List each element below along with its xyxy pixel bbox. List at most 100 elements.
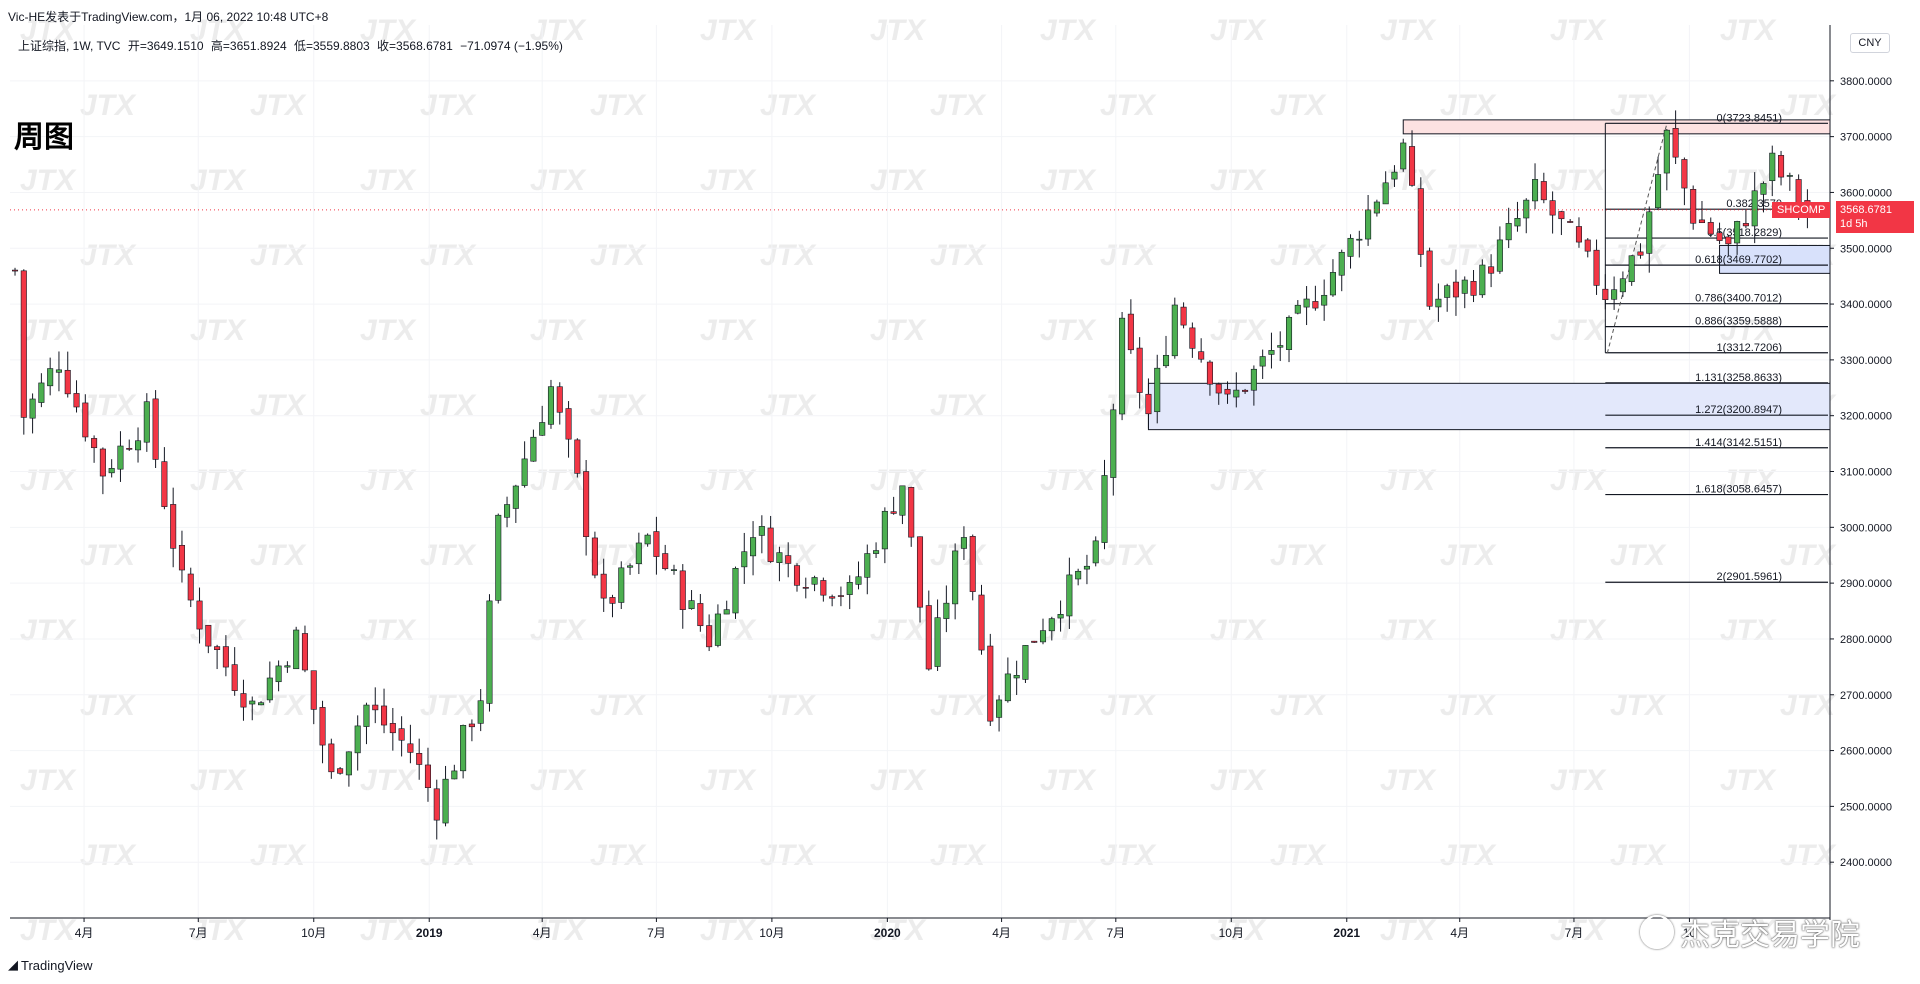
candle bbox=[820, 577, 827, 602]
currency-button[interactable]: CNY bbox=[1850, 33, 1890, 53]
candle bbox=[600, 558, 607, 612]
last-price-value: 3568.6781 bbox=[1840, 204, 1892, 216]
candle bbox=[1698, 201, 1705, 224]
candle bbox=[1171, 297, 1178, 359]
candle bbox=[389, 707, 396, 751]
candle-body bbox=[1409, 146, 1416, 186]
y-tick-label: 3500.0000 bbox=[1840, 243, 1892, 255]
watermark-tile: JTX bbox=[20, 764, 77, 797]
candle bbox=[530, 429, 537, 462]
candle bbox=[1127, 299, 1134, 354]
candle-body bbox=[117, 445, 124, 470]
y-tick-label: 2600.0000 bbox=[1840, 746, 1892, 758]
watermark-tile: JTX bbox=[700, 464, 757, 497]
candle bbox=[1470, 270, 1477, 303]
candle bbox=[714, 604, 721, 648]
watermark-tile: JTX bbox=[1380, 164, 1437, 197]
watermark-tile: JTX bbox=[590, 239, 647, 272]
watermark-tile: JTX bbox=[360, 164, 417, 197]
candle-body bbox=[837, 595, 844, 597]
candle bbox=[91, 435, 98, 463]
candle bbox=[574, 438, 581, 478]
watermark-tile: JTX bbox=[20, 614, 77, 647]
watermark-tile: JTX bbox=[870, 464, 927, 497]
candle-body bbox=[91, 438, 98, 449]
candle-body bbox=[1751, 190, 1758, 227]
watermark-tile: JTX bbox=[360, 614, 417, 647]
x-tick-label: 10 bbox=[1683, 926, 1697, 940]
candle-body bbox=[82, 402, 89, 438]
candle bbox=[679, 564, 686, 629]
candle-body bbox=[574, 439, 581, 474]
candle-body bbox=[1171, 304, 1178, 357]
watermark-tile: JTX bbox=[590, 389, 647, 422]
candle bbox=[1690, 185, 1697, 230]
candle-body bbox=[1180, 306, 1187, 326]
candle bbox=[1584, 238, 1591, 258]
candle bbox=[1409, 130, 1416, 187]
candle bbox=[758, 515, 765, 554]
candle-body bbox=[706, 625, 713, 648]
candle-body bbox=[916, 536, 924, 608]
fib-level-label: 0(3723.8451) bbox=[1717, 112, 1782, 124]
candle-body bbox=[1619, 278, 1626, 293]
tradingview-logo[interactable]: ◢ TradingView bbox=[8, 957, 93, 973]
candle bbox=[741, 532, 748, 584]
candle bbox=[1347, 234, 1354, 269]
candle-body bbox=[1646, 211, 1653, 254]
candle-body bbox=[583, 471, 590, 537]
candle-body bbox=[556, 386, 563, 413]
candle bbox=[1066, 557, 1073, 629]
candle-body bbox=[1505, 223, 1512, 241]
watermark-tile: JTX bbox=[80, 839, 137, 872]
candle bbox=[1198, 338, 1205, 363]
candle bbox=[829, 594, 836, 607]
candle-body bbox=[1734, 221, 1741, 244]
watermark-tile: JTX bbox=[80, 89, 137, 122]
candle bbox=[187, 567, 194, 608]
candle bbox=[556, 382, 563, 425]
candle bbox=[1523, 198, 1530, 234]
candle-body bbox=[987, 645, 994, 722]
candle bbox=[1303, 286, 1310, 326]
fibonacci-levels[interactable]: 0(3723.8451)0.382(35700.5(3518.2829)0.61… bbox=[1604, 112, 1828, 583]
candle-body bbox=[960, 537, 967, 549]
candle bbox=[1189, 322, 1196, 358]
candle bbox=[73, 380, 80, 413]
candle bbox=[565, 401, 572, 458]
candle bbox=[1145, 378, 1152, 429]
candle bbox=[1162, 335, 1170, 369]
watermark-tile: JTX bbox=[1720, 914, 1777, 947]
candle-body bbox=[222, 646, 229, 668]
watermark-tile: JTX bbox=[1380, 314, 1437, 347]
candle bbox=[354, 715, 361, 771]
candle-body bbox=[1602, 288, 1609, 300]
candle-body bbox=[20, 270, 27, 418]
candle-body bbox=[1039, 630, 1047, 643]
watermark-tile: JTX bbox=[1550, 764, 1607, 797]
candle-body bbox=[135, 440, 142, 451]
candle bbox=[1672, 110, 1679, 164]
candle-body bbox=[1760, 183, 1767, 195]
watermark-tile: JTX bbox=[1270, 689, 1327, 722]
candle bbox=[442, 765, 449, 827]
candle bbox=[363, 702, 370, 745]
candle bbox=[196, 587, 203, 644]
watermark-tile: JTX bbox=[530, 164, 587, 197]
candle-body bbox=[1461, 279, 1468, 294]
candle-body bbox=[1127, 313, 1134, 351]
candle-body bbox=[1778, 155, 1785, 178]
watermark-tile: JTX bbox=[420, 539, 477, 572]
candle-body bbox=[1496, 239, 1503, 272]
watermark-tile: JTX bbox=[1040, 314, 1097, 347]
candle-body bbox=[11, 269, 19, 272]
symbol-price-label: SHCOMP bbox=[1772, 202, 1831, 218]
candle bbox=[11, 267, 19, 276]
candle-body bbox=[627, 565, 634, 568]
watermark-tile: JTX bbox=[1780, 89, 1837, 122]
axes[interactable]: 3800.0000 3700.0000 3600.0000 3500.0000 3400… bbox=[10, 25, 1892, 940]
candle-body bbox=[600, 573, 607, 599]
candle bbox=[1180, 302, 1187, 329]
legend-symbol[interactable]: 上证综指, 1W, TVC bbox=[18, 39, 121, 53]
